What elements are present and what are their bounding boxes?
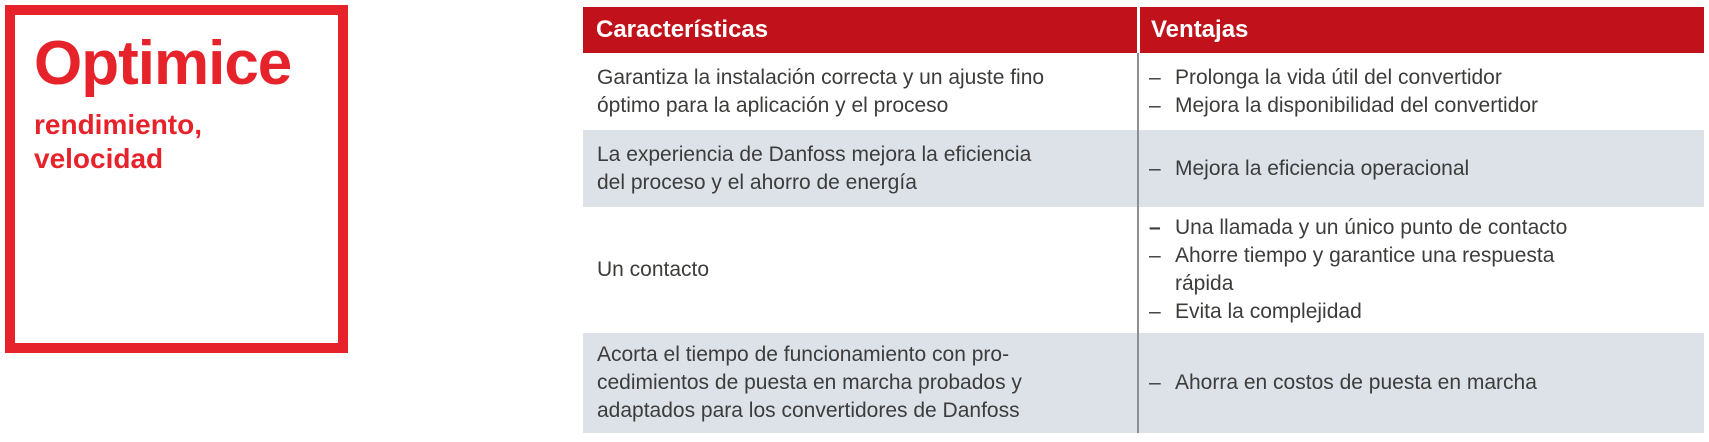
benefit-cell-row4: – Ahorra en costos de puesta en marcha [1137,333,1704,433]
feature-cell-row2: La experiencia de Danfoss mejora la efic… [583,130,1137,207]
benefit-bullet: – Ahorre tiempo y garantice una respuest… [1149,242,1694,298]
feature-text-line: adaptados para los convertidores de Danf… [597,399,1020,422]
dash-bullet-icon: – [1149,156,1161,180]
panel-subtitle-line: velocidad [34,143,164,175]
feature-cell-row4: Acorta el tiempo de funcionamiento con p… [583,333,1137,433]
dash-bullet-icon: – [1149,244,1161,267]
benefit-cell-row1: – Prolonga la vida útil del convertidor … [1137,53,1704,130]
benefit-text-line: Ahorre tiempo y garantice una respuesta [1175,244,1555,267]
benefit-bullet: – Ahorra en costos de puesta en marcha [1149,369,1694,397]
dash-bullet-icon: – [1149,300,1161,323]
benefit-text: Ahorre tiempo y garantice una respuesta … [1175,242,1694,298]
feature-text-line: cedimientos de puesta en marcha probados… [597,371,1022,394]
benefit-cell-row2: – Mejora la eficiencia operacional [1137,130,1704,207]
feature-text-line: Acorta el tiempo de funcionamiento con p… [597,343,1010,366]
benefit-cell-row3: – Una llamada y un único punto de contac… [1137,207,1704,333]
benefit-bullet: – Una llamada y un único punto de contac… [1149,214,1694,242]
table-header-ventajas: Ventajas [1137,7,1704,53]
feature-cell-row1: Garantiza la instalación correcta y un a… [583,53,1137,130]
benefit-bullet: – Evita la complejidad [1149,298,1694,326]
benefit-text: Mejora la disponibilidad del convertidor [1175,93,1539,117]
feature-text-line: La experiencia de Danfoss mejora la efic… [597,142,1032,166]
optimice-callout-panel: Optimice rendimiento, velocidad [5,5,348,353]
panel-title: Optimice [34,29,292,98]
benefit-bullet: – Mejora la eficiencia operacional [1149,155,1694,183]
benefit-text: Una llamada y un único punto de contacto [1175,216,1568,239]
table-header-caracteristicas: Características [583,7,1137,53]
feature-text-line: del proceso y el ahorro de energía [597,170,917,194]
benefit-text-line: rápida [1175,272,1234,295]
benefit-text: Ahorra en costos de puesta en marcha [1175,371,1537,394]
benefit-bullet: – Prolonga la vida útil del convertidor [1149,64,1694,92]
feature-text-line: Garantiza la instalación correcta y un a… [597,65,1045,89]
feature-text-line: óptimo para la aplicación y el proceso [597,93,949,117]
panel-subtitle-line: rendimiento, [34,109,203,141]
benefit-text: Evita la complejidad [1175,300,1362,323]
benefit-bullet: – Mejora la disponibilidad del convertid… [1149,92,1694,120]
benefit-text: Mejora la eficiencia operacional [1175,156,1470,180]
dash-bullet-icon: – [1149,65,1161,89]
dash-bullet-icon: – [1149,371,1161,394]
benefit-text: Prolonga la vida útil del convertidor [1175,65,1502,89]
panel-subtitle: rendimiento, velocidad [34,108,328,176]
features-benefits-table: Características Ventajas Garantiza la in… [583,7,1704,433]
feature-cell-row3: Un contacto [583,207,1137,333]
feature-text-line: Un contacto [597,258,710,281]
dash-bullet-icon: – [1149,216,1161,239]
dash-bullet-icon: – [1149,93,1161,117]
